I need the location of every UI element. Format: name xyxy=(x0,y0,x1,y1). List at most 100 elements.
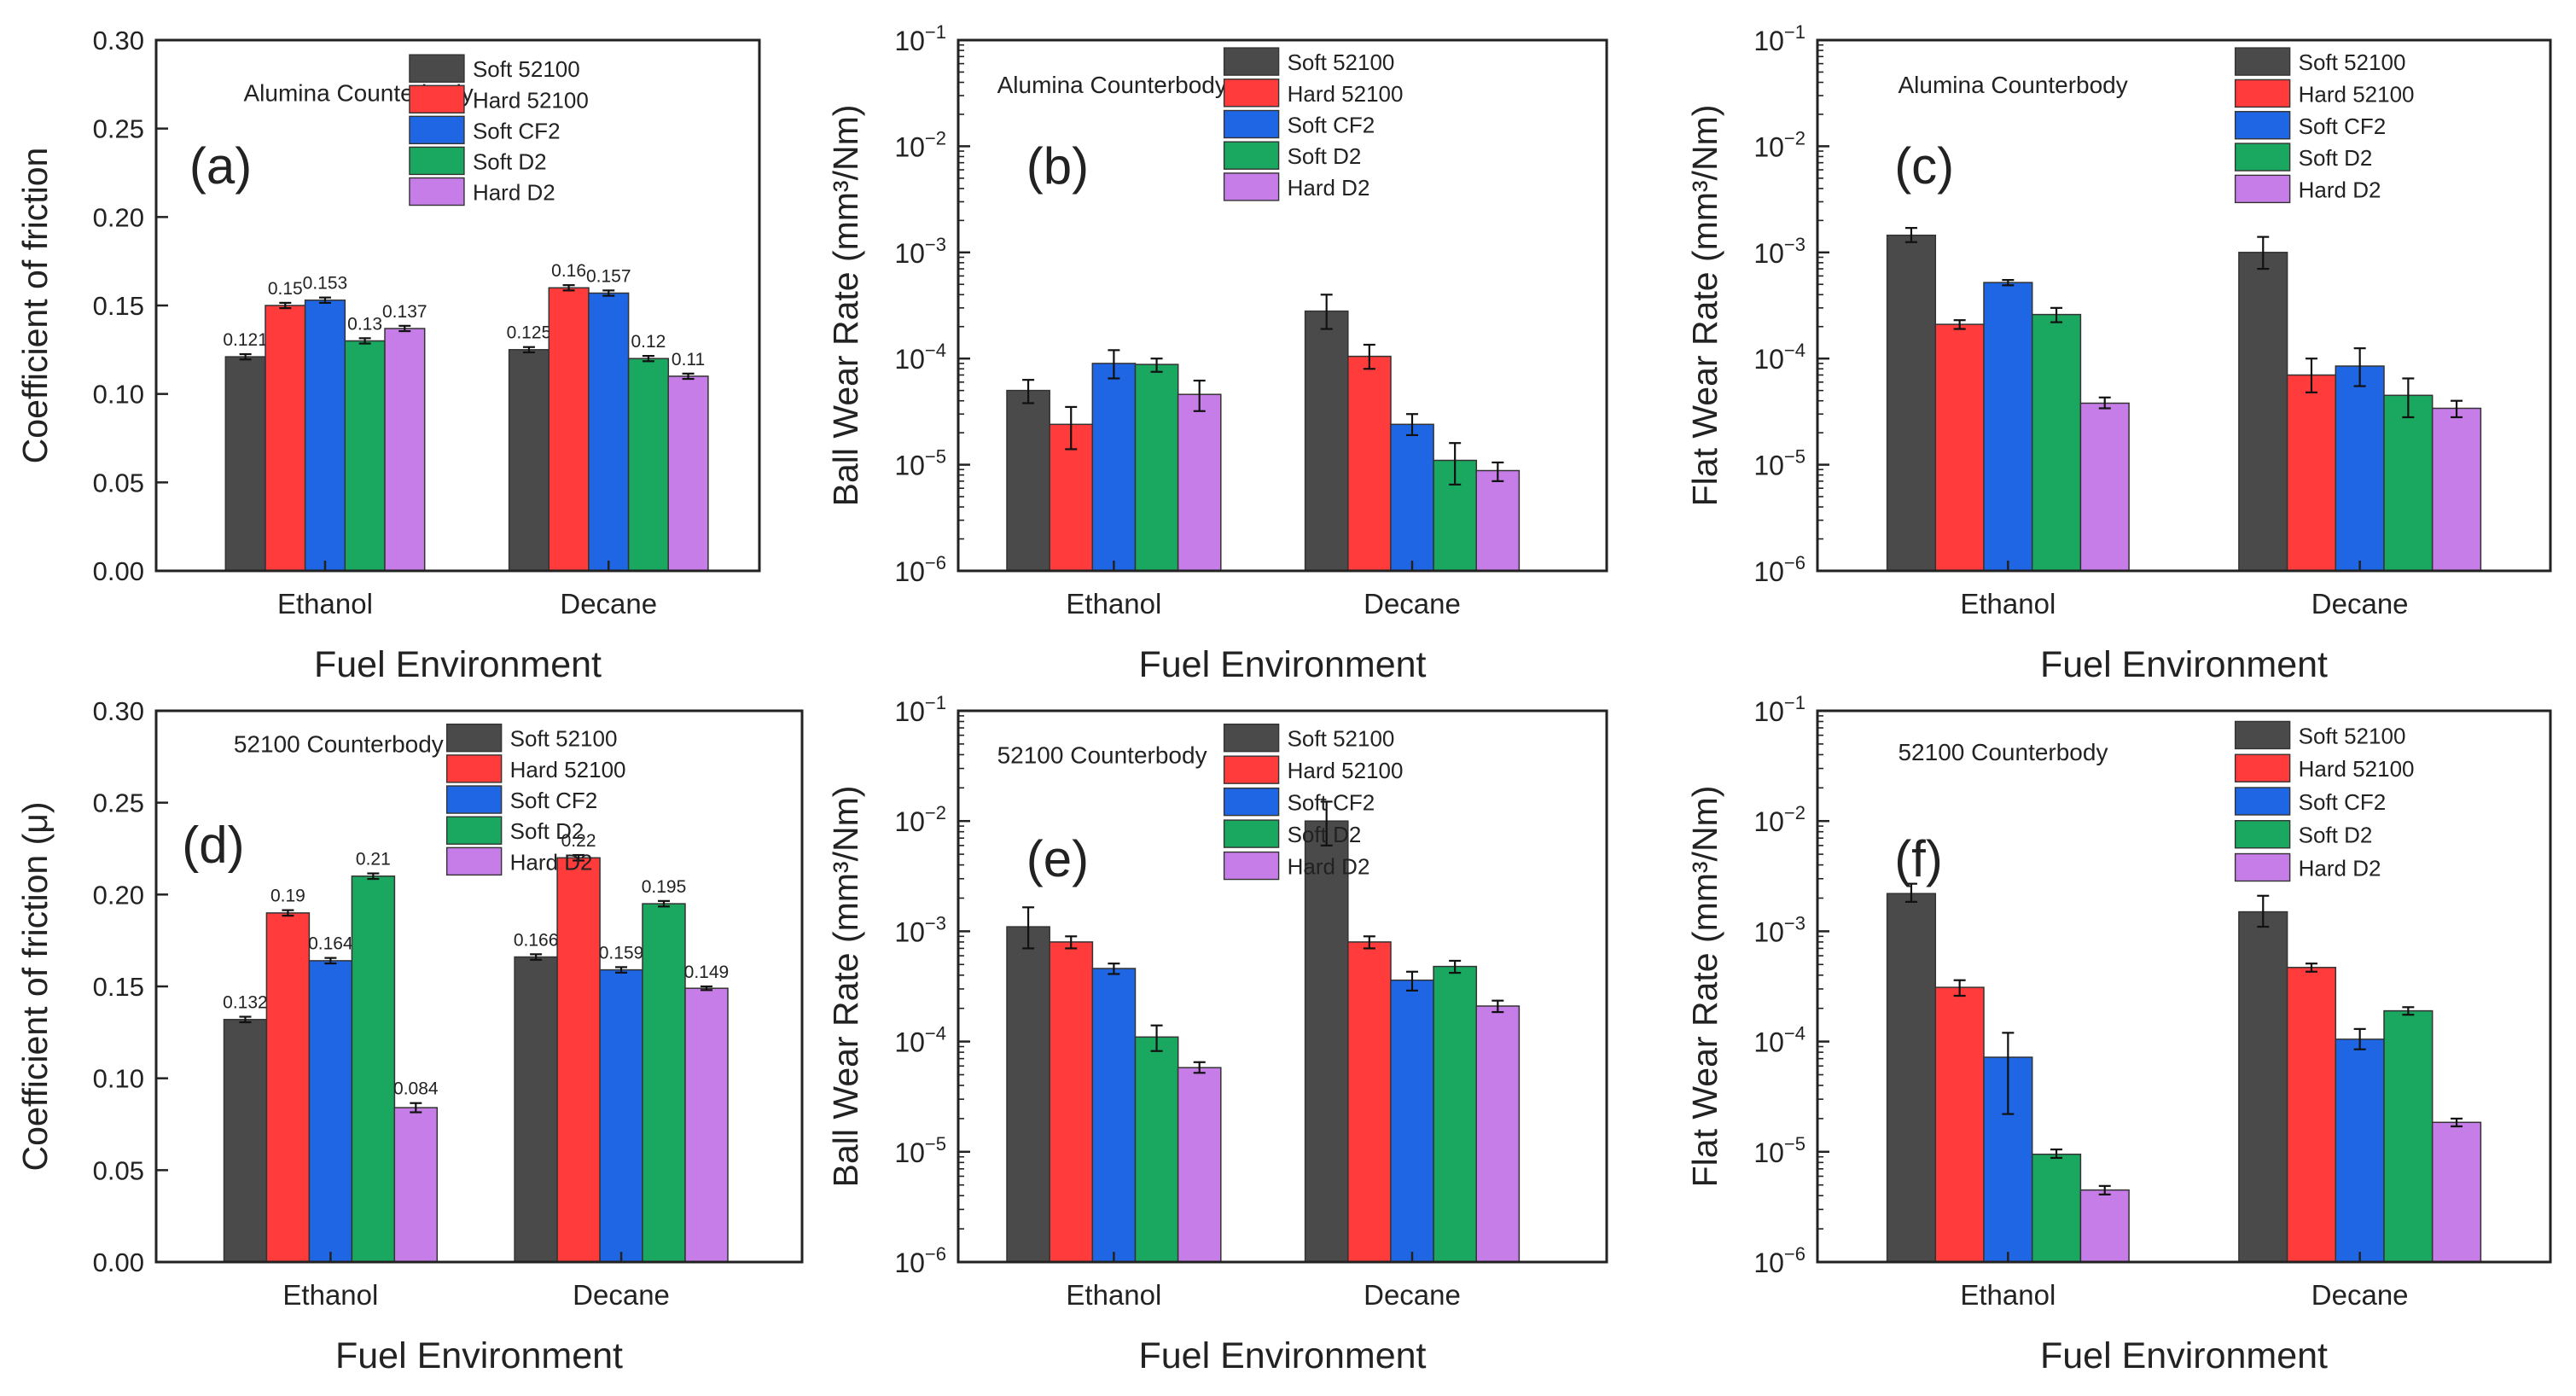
errorbar-c-hard-52100-ethanol xyxy=(1953,319,1966,330)
panel-label-f: (f) xyxy=(1894,830,1943,887)
bar-e-soft-d2-ethanol xyxy=(1134,1036,1179,1263)
data-label-d-soft-cf2-ethanol: 0.164 xyxy=(308,934,353,954)
legend-swatch-d-soft-cf2 xyxy=(445,785,503,814)
legend-label-f-soft-d2: Soft D2 xyxy=(2299,823,2373,848)
legend-swatch-f-hard-52100 xyxy=(2234,753,2291,782)
errorbar-a-soft-d2-decane xyxy=(642,354,654,363)
data-label-a-soft-cf2-decane: 0.157 xyxy=(586,266,631,286)
legend-label-d-soft-cf2: Soft CF2 xyxy=(510,788,598,813)
legend-d: Soft 52100 Hard 52100 Soft CF2 Soft D2 Hard … xyxy=(445,723,626,876)
chart-d: 0.132 0.166 0.19 0.22 0.164 0.159 0.21 0.195 0.0… xyxy=(15,696,804,1376)
errorbar-d-hard-52100-decane xyxy=(573,853,585,862)
legend-label-c-hard-52100: Hard 52100 xyxy=(2299,81,2415,107)
x-axis-title-e: Fuel Environment xyxy=(1139,1335,1427,1376)
ytick-label-a: 0.10 xyxy=(93,380,144,410)
chart-title-f: 52100 Counterbody xyxy=(1898,739,2108,765)
errorbar-c-soft-52100-decane xyxy=(2257,236,2270,270)
errorbar-c-soft-cf2-decane xyxy=(2353,347,2366,387)
bar-c-hard-d2-decane xyxy=(2431,407,2482,572)
errorbar-d-soft-d2-ethanol xyxy=(367,872,380,881)
bar-b-soft-cf2-ethanol xyxy=(1091,363,1137,572)
bar-f-hard-d2-ethanol xyxy=(2079,1189,2130,1263)
legend-label-e-soft-52100: Soft 52100 xyxy=(1288,726,1395,752)
data-label-a-soft-52100-decane: 0.125 xyxy=(507,323,552,343)
errorbar-b-hard-52100-decane xyxy=(1363,343,1375,370)
panel-label-e: (e) xyxy=(1026,830,1089,887)
ytick-label-e: 10−6 xyxy=(894,1243,946,1278)
ytick-label-b: 10−1 xyxy=(894,21,946,56)
ytick-label-a: 0.25 xyxy=(93,114,144,144)
xtick-label-e-decane: Decane xyxy=(1364,1279,1461,1311)
ytick-label-b: 10−4 xyxy=(894,340,946,375)
plot-frame-f xyxy=(1816,709,2552,1264)
bar-e-soft-52100-decane xyxy=(1304,820,1349,1263)
errorbar-d-hard-52100-ethanol xyxy=(282,909,294,917)
errorbar-e-soft-d2-ethanol xyxy=(1150,1024,1163,1052)
bar-f-soft-52100-decane xyxy=(2238,910,2288,1263)
data-label-d-soft-d2-decane: 0.195 xyxy=(642,877,687,897)
xtick-label-c-ethanol: Ethanol xyxy=(1960,588,2056,619)
legend-swatch-e-soft-52100 xyxy=(1223,723,1280,753)
data-label-d-hard-52100-decane: 0.22 xyxy=(561,831,596,851)
ytick-label-d: 0.30 xyxy=(93,696,144,726)
chart-f: 10−6 10−5 10−4 10−3 10−2 10−1 Ethanol Decane Fue… xyxy=(1685,692,2552,1376)
y-axis-title-f: Flat Wear Rate (mm³/Nm) xyxy=(1685,786,1724,1188)
legend-swatch-e-soft-cf2 xyxy=(1223,787,1280,817)
ytick-label-d: 0.10 xyxy=(93,1064,144,1094)
errorbar-e-hard-52100-ethanol xyxy=(1065,935,1078,950)
data-label-a-soft-cf2-ethanol: 0.153 xyxy=(303,274,348,294)
errorbar-b-soft-cf2-decane xyxy=(1406,413,1418,437)
errorbar-a-soft-cf2-decane xyxy=(602,289,615,297)
legend-swatch-d-hard-52100 xyxy=(445,754,503,783)
bar-c-soft-d2-decane xyxy=(2383,394,2434,572)
legend-label-e-hard-d2: Hard D2 xyxy=(1288,854,1370,880)
x-axis-title-f: Fuel Environment xyxy=(2040,1335,2328,1376)
bar-a-soft-cf2-ethanol xyxy=(304,300,346,572)
errorbar-f-soft-52100-decane xyxy=(2257,894,2270,928)
errorbar-b-soft-cf2-ethanol xyxy=(1108,349,1120,380)
errorbar-d-hard-d2-ethanol xyxy=(410,1102,422,1114)
legend-label-f-soft-52100: Soft 52100 xyxy=(2299,723,2406,748)
legend-swatch-f-soft-52100 xyxy=(2234,720,2291,750)
ytick-label-e: 10−2 xyxy=(894,802,946,837)
xtick-label-f-ethanol: Ethanol xyxy=(1960,1279,2056,1311)
bar-e-hard-d2-decane xyxy=(1475,1005,1521,1263)
errorbar-f-hard-52100-ethanol xyxy=(1953,979,1966,998)
chart-c: 10−6 10−5 10−4 10−3 10−2 10−1 Ethanol Decane Fue… xyxy=(1685,21,2552,685)
bar-d-hard-52100-decane xyxy=(556,857,601,1263)
errorbar-b-hard-52100-ethanol xyxy=(1065,405,1078,451)
ytick-label-c: 10−6 xyxy=(1753,552,1806,587)
bar-b-soft-d2-ethanol xyxy=(1134,364,1179,572)
errorbar-c-soft-d2-ethanol xyxy=(2050,306,2063,323)
xtick-label-e-ethanol: Ethanol xyxy=(1066,1279,1161,1311)
chart-title-b: Alumina Counterbody xyxy=(997,72,1227,98)
y-axis-title-b: Ball Wear Rate (mm³/Nm) xyxy=(826,105,865,507)
bar-f-hard-52100-decane xyxy=(2286,967,2337,1263)
data-label-d-hard-d2-decane: 0.149 xyxy=(684,963,730,982)
bar-d-soft-52100-decane xyxy=(514,956,558,1263)
panel-label-c: (c) xyxy=(1894,137,1954,195)
bar-c-hard-d2-ethanol xyxy=(2079,402,2130,572)
panel-label-d: (d) xyxy=(182,817,244,874)
legend-swatch-e-hard-d2 xyxy=(1223,851,1280,881)
ytick-label-c: 10−3 xyxy=(1753,234,1806,269)
legend-swatch-f-soft-cf2 xyxy=(2234,787,2291,816)
xtick-label-b-ethanol: Ethanol xyxy=(1066,588,1161,619)
errorbar-f-soft-52100-ethanol xyxy=(1904,882,1917,903)
data-label-a-hard-52100-ethanol: 0.15 xyxy=(268,279,303,299)
legend-label-d-hard-52100: Hard 52100 xyxy=(510,757,626,782)
bar-b-soft-cf2-decane xyxy=(1390,423,1434,572)
errorbar-d-soft-52100-ethanol xyxy=(239,1015,252,1024)
bar-d-soft-d2-decane xyxy=(642,903,686,1263)
legend-label-c-soft-d2: Soft D2 xyxy=(2299,145,2373,171)
errorbar-a-hard-d2-ethanol xyxy=(398,324,411,333)
y-axis-title-c: Flat Wear Rate (mm³/Nm) xyxy=(1685,105,1724,507)
legend-swatch-d-hard-d2 xyxy=(445,846,503,876)
panel-label-b: (b) xyxy=(1026,137,1089,195)
ytick-label-a: 0.20 xyxy=(93,202,144,232)
bar-b-hard-d2-ethanol xyxy=(1177,393,1222,572)
legend-swatch-b-soft-d2 xyxy=(1223,141,1280,170)
xtick-label-d-ethanol: Ethanol xyxy=(282,1279,378,1311)
legend-c: Soft 52100 Hard 52100 Soft CF2 Soft D2 Hard … xyxy=(2234,47,2415,204)
bar-f-hard-52100-ethanol xyxy=(1934,986,1985,1263)
